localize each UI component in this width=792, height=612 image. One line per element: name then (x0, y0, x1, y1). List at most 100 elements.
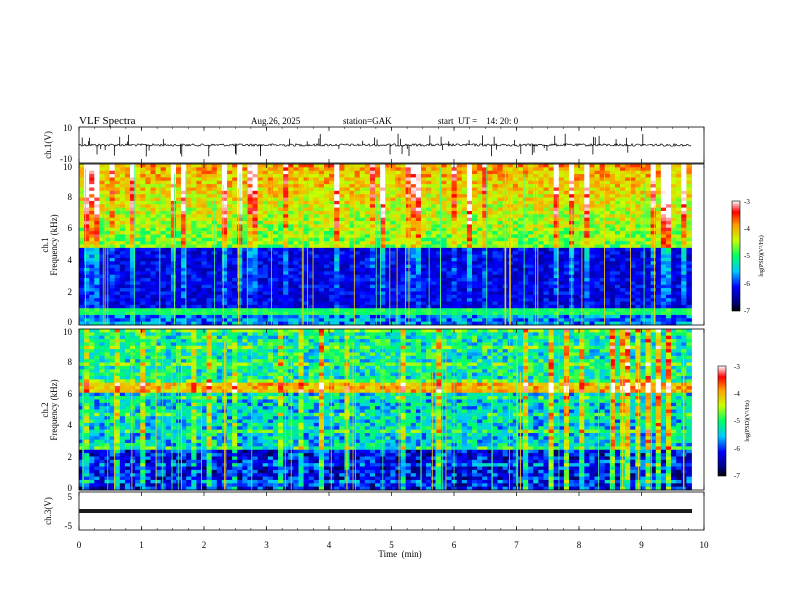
spec1-cell (318, 264, 325, 269)
spec1-cell (272, 167, 279, 172)
spec1-cell (262, 174, 269, 178)
spec1-cell (589, 177, 595, 182)
spec1-cell (160, 234, 167, 239)
spec1-cell (477, 254, 483, 259)
spec1-cell (477, 234, 483, 239)
spec1-cell (364, 254, 371, 259)
spec1-cell (119, 284, 126, 289)
spec1-cell (89, 210, 95, 215)
spec1-cell (441, 264, 447, 269)
spec1-cell (165, 274, 172, 279)
spec1-cell (558, 308, 565, 312)
spec1-cell (528, 190, 534, 195)
spec1-cell (533, 214, 539, 219)
spec1-cell (517, 291, 524, 296)
spec1-cell (196, 251, 202, 255)
spec1-cell (257, 264, 264, 269)
spec1-cell (140, 237, 146, 242)
spec1-cell (441, 197, 447, 202)
spec1-cell (329, 251, 335, 255)
spec1-cell (517, 174, 524, 178)
spec1-cell (206, 318, 213, 323)
spec1-cell (109, 187, 116, 192)
spec1-cell (553, 274, 560, 279)
spec1-cell (232, 214, 238, 219)
spec1-cell (99, 284, 105, 289)
spec1-cell (548, 164, 555, 168)
spec1-cell (160, 167, 167, 172)
spec1-cell (410, 278, 417, 282)
spec1-cell (272, 214, 279, 219)
spec1-cell (431, 170, 437, 175)
spec1-cell (196, 224, 202, 229)
spec1-cell (186, 221, 192, 225)
spec1-cell (145, 214, 151, 219)
spec1-cell (150, 314, 156, 319)
spec1-cell (130, 177, 136, 182)
spec1-cell (262, 221, 269, 225)
spec1-cell (267, 180, 274, 185)
spec1-cell (252, 217, 259, 222)
spec1-cell (206, 267, 213, 272)
spec1-cell (487, 231, 493, 235)
spec1-cell (334, 274, 340, 279)
spec1-cell (385, 304, 391, 309)
spec1-cell (313, 264, 320, 269)
spec1-cell (216, 278, 223, 282)
spec1-cell (553, 187, 560, 192)
spec1-cell (278, 234, 284, 239)
spec1-cell (221, 274, 228, 279)
spec1-cell (329, 204, 335, 208)
spec1-cell (262, 237, 269, 242)
spec1-cell (451, 291, 458, 296)
spec1-cell (364, 291, 371, 296)
spec1-cell (191, 308, 197, 312)
spec1-cell (359, 271, 366, 276)
spec1-cell (380, 271, 386, 276)
spec1-cell (150, 288, 156, 292)
spec1-cell (155, 251, 162, 255)
spec1-cell (558, 234, 565, 239)
spec1-cell (303, 184, 310, 188)
spec1-cell (165, 187, 172, 192)
spec1-cell (543, 197, 549, 202)
spec1-cell (262, 231, 269, 235)
spec1-cell (324, 180, 330, 185)
spec1-cell (543, 234, 549, 239)
spec1-cell (594, 264, 601, 269)
spec1-cell (283, 190, 289, 195)
spec1-cell (538, 301, 544, 306)
spec1-cell (227, 237, 233, 242)
spec1-cell (324, 257, 330, 262)
spec1-cell (267, 281, 274, 286)
spec1-cell (466, 184, 473, 188)
spec1-cell (528, 217, 534, 222)
spec1-cell (329, 254, 335, 259)
spec1-cell (477, 174, 483, 178)
spec1-cell (369, 214, 376, 219)
spec1-cell (538, 200, 544, 205)
spec1-cell (461, 314, 468, 319)
spec1-cell (523, 247, 529, 252)
spec1-cell (487, 254, 493, 259)
spec1-cell (349, 254, 356, 259)
spec1-cell (181, 261, 187, 266)
spec1-cell (247, 254, 253, 259)
spec1-cell (272, 174, 279, 178)
spec1-cell (252, 244, 259, 249)
spec1-cell (574, 304, 580, 309)
spec1-cell (385, 217, 391, 222)
spec1-cell (528, 214, 534, 219)
spec1-cell (599, 184, 606, 188)
spec1-cell (114, 314, 121, 319)
spec1-cell (130, 167, 136, 172)
spec1-cell (558, 180, 565, 185)
spec1-cell (145, 251, 151, 255)
spec1-cell (114, 197, 121, 202)
spec1-cell (278, 214, 284, 219)
spec1-cell (415, 214, 422, 219)
spec1-cell (165, 190, 172, 195)
spec1-cell (339, 284, 345, 289)
spec1-cell (405, 281, 412, 286)
spec1-cell (400, 234, 407, 239)
